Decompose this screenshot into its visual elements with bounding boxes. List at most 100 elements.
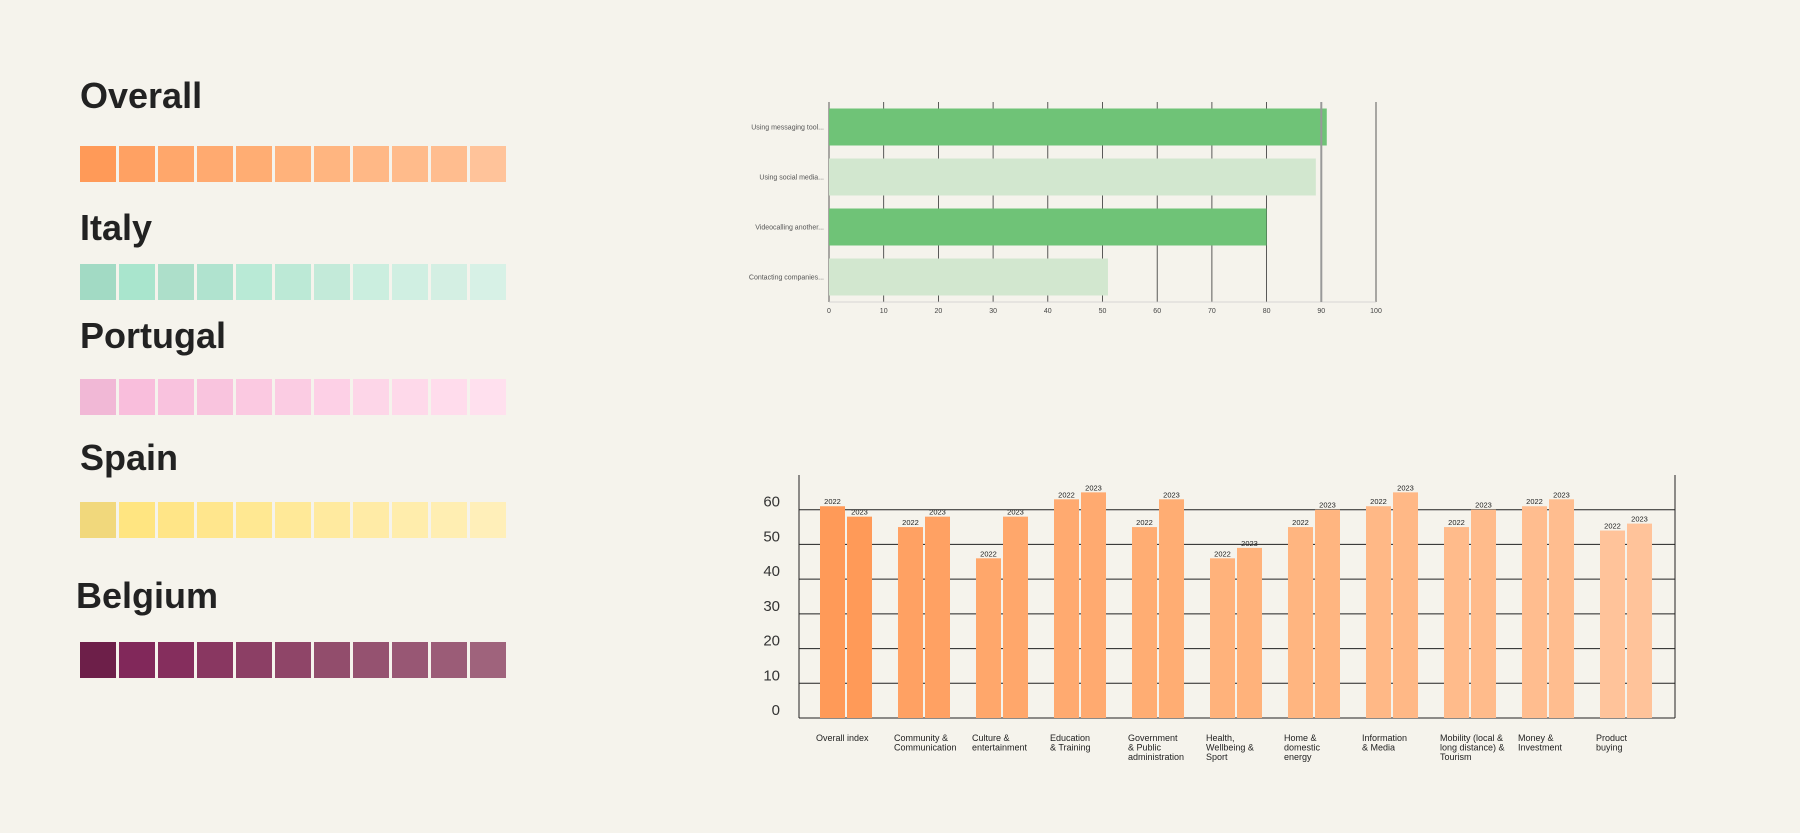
x-category-label: Information — [1362, 733, 1407, 743]
x-tick-label: 60 — [1153, 308, 1161, 315]
palette-title: Spain — [80, 437, 179, 478]
palette-italy: Italy — [80, 210, 506, 300]
color-swatch — [314, 264, 350, 300]
x-category-label: & Public — [1128, 743, 1162, 753]
data-label: 2022 — [980, 549, 997, 558]
color-swatch — [392, 379, 428, 415]
palette-title: Belgium — [76, 575, 219, 616]
color-swatch — [275, 146, 311, 182]
x-category-label: Sport — [1206, 752, 1228, 762]
color-swatch — [275, 502, 311, 538]
x-category-label: Education — [1050, 733, 1090, 743]
color-swatch — [314, 379, 350, 415]
data-label: 2023 — [1475, 501, 1492, 510]
bar — [829, 108, 1327, 146]
bar — [1132, 527, 1157, 718]
color-swatch — [353, 642, 389, 678]
color-swatch — [236, 146, 272, 182]
color-swatch — [353, 502, 389, 538]
vertical-bar-chart: 0 10 20 30 40 50 60 2022 2023 Overall index 2022 20… — [763, 475, 1676, 762]
data-label: 2023 — [1553, 490, 1570, 499]
data-label: 2023 — [851, 508, 868, 517]
x-category-label: Wellbeing & — [1206, 743, 1254, 753]
data-label: 2022 — [1526, 497, 1543, 506]
data-label: 2022 — [1292, 518, 1309, 527]
x-tick-label: 10 — [880, 308, 888, 315]
category-label: Using messaging tool... — [751, 125, 824, 132]
bar — [1600, 530, 1625, 718]
bar — [1522, 506, 1547, 718]
data-label: 2023 — [1319, 501, 1336, 510]
bar — [829, 158, 1316, 196]
color-swatch — [119, 502, 155, 538]
x-category-label: Government — [1128, 733, 1178, 743]
y-tick-label: 40 — [763, 563, 780, 580]
category-label: Contacting companies... — [749, 275, 824, 282]
data-label: 2022 — [1448, 518, 1465, 527]
color-swatch — [431, 642, 467, 678]
color-swatch — [431, 502, 467, 538]
x-category-label: Overall index — [816, 733, 869, 743]
x-category-label: Mobility (local & — [1440, 733, 1503, 743]
y-tick-label: 50 — [763, 528, 780, 545]
swatch-row — [80, 502, 506, 538]
y-tick-label: 10 — [763, 667, 780, 684]
color-swatch — [119, 264, 155, 300]
color-swatch — [392, 264, 428, 300]
bar — [1210, 558, 1235, 718]
x-tick-label: 20 — [935, 308, 943, 315]
color-swatch — [275, 264, 311, 300]
bar — [1627, 523, 1652, 718]
x-category-label: administration — [1128, 752, 1184, 762]
color-swatch — [431, 264, 467, 300]
x-category-label: domestic — [1284, 743, 1321, 753]
x-tick-label: 100 — [1370, 308, 1382, 315]
x-category-label: Product — [1596, 733, 1628, 743]
bar — [925, 516, 950, 718]
color-swatch — [119, 146, 155, 182]
data-label: 2023 — [1631, 515, 1648, 524]
category-label: Videocalling another... — [755, 225, 824, 232]
data-label: 2023 — [1007, 508, 1024, 517]
y-tick-label: 30 — [763, 598, 780, 615]
color-swatch — [392, 642, 428, 678]
color-swatch — [80, 264, 116, 300]
bar — [1081, 492, 1106, 718]
x-category-label: Tourism — [1440, 752, 1472, 762]
color-swatch — [353, 146, 389, 182]
x-tick-label: 80 — [1263, 308, 1271, 315]
bar — [1288, 527, 1313, 718]
color-swatch — [353, 379, 389, 415]
data-label: 2022 — [902, 518, 919, 527]
bar — [1471, 509, 1496, 718]
bar — [1444, 527, 1469, 718]
swatch-row — [80, 642, 506, 678]
bar — [847, 516, 872, 718]
x-category-label: Home & — [1284, 733, 1317, 743]
bar — [1054, 499, 1079, 718]
x-tick-label: 90 — [1317, 308, 1325, 315]
palette-overall: Overall — [80, 78, 506, 182]
color-swatch — [80, 642, 116, 678]
color-swatch — [197, 379, 233, 415]
x-category-label: Money & — [1518, 733, 1554, 743]
data-label: 2023 — [1241, 539, 1258, 548]
swatch-row — [80, 264, 506, 300]
color-swatch — [314, 642, 350, 678]
x-category-label: Communication — [894, 743, 957, 753]
x-category-label: Culture & — [972, 733, 1010, 743]
x-category-label: energy — [1284, 752, 1312, 762]
x-category-label: buying — [1596, 743, 1623, 753]
y-tick-label: 20 — [763, 633, 780, 650]
bar — [820, 506, 845, 718]
color-swatch — [80, 502, 116, 538]
color-swatch — [392, 502, 428, 538]
bar — [1366, 506, 1391, 718]
bar — [829, 208, 1267, 246]
bar — [976, 558, 1001, 718]
color-swatch — [314, 146, 350, 182]
data-label: 2023 — [1085, 483, 1102, 492]
swatch-row — [80, 379, 506, 415]
bar — [898, 527, 923, 718]
y-tick-label: 60 — [763, 494, 780, 511]
